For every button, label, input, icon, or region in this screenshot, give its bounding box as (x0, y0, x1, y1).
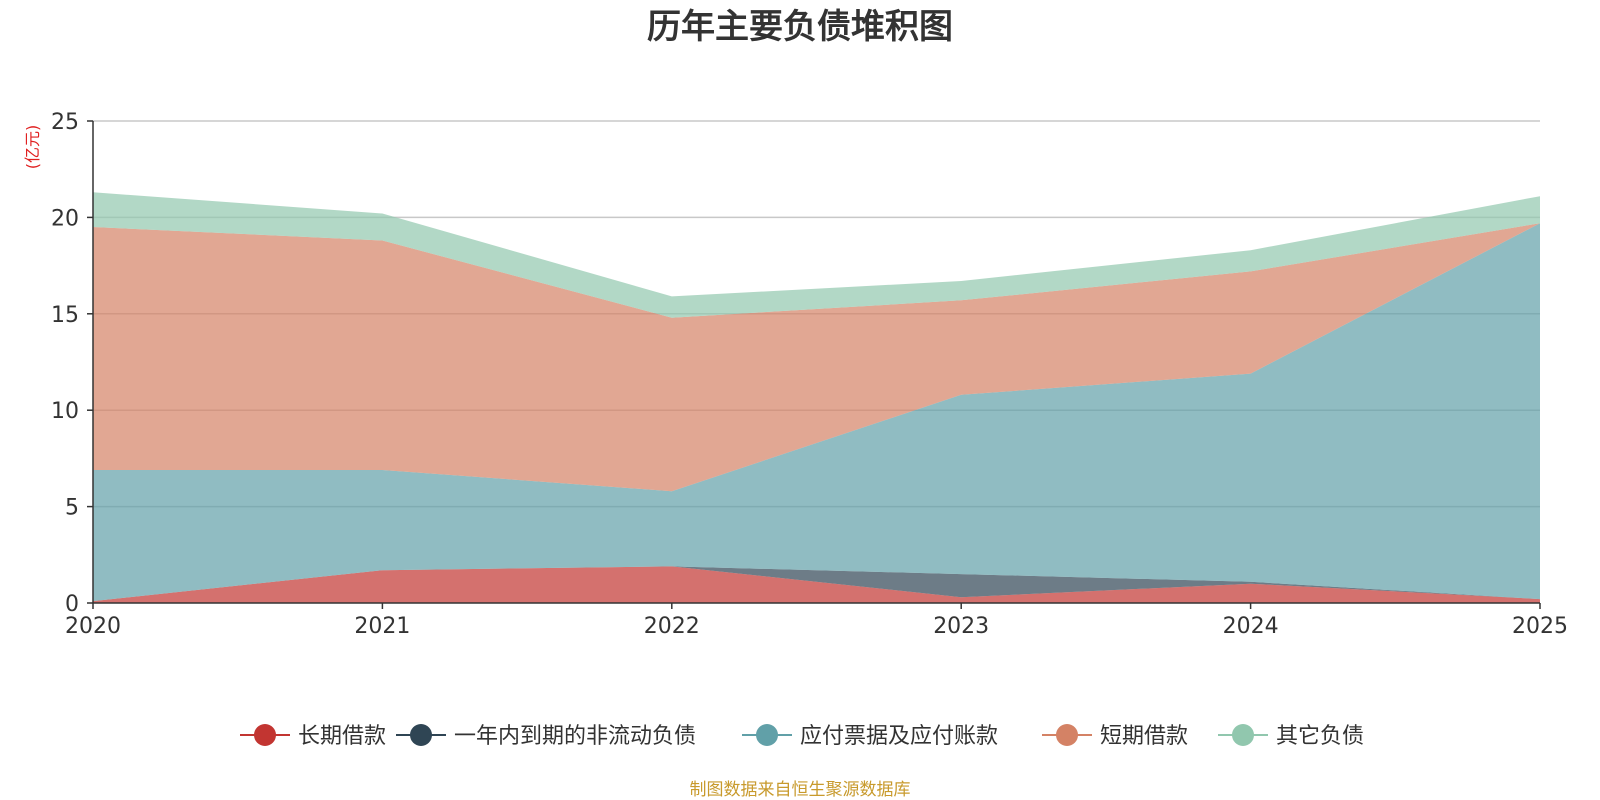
legend-marker-icon (756, 724, 778, 746)
legend-item-4[interactable]: 其它负债 (1218, 724, 1364, 749)
y-tick-label-20: 20 (51, 206, 79, 231)
legend-item-3[interactable]: 短期借款 (1042, 724, 1188, 749)
area-series-4[interactable] (93, 192, 1540, 318)
legend-item-2[interactable]: 应付票据及应付账款 (742, 724, 998, 749)
data-source-note: 制图数据来自恒生聚源数据库 (690, 780, 911, 800)
y-tick-label-15: 15 (51, 303, 79, 328)
legend-label: 短期借款 (1100, 724, 1188, 749)
x-tick-label-2022: 2022 (644, 614, 700, 639)
area-series-2[interactable] (93, 223, 1540, 602)
legend-item-0[interactable]: 长期借款 (240, 724, 386, 749)
legend-item-1[interactable]: 一年内到期的非流动负债 (396, 724, 696, 749)
legend-label: 其它负债 (1276, 724, 1364, 749)
legend-label: 一年内到期的非流动负债 (454, 724, 696, 749)
legend-marker-icon (410, 724, 432, 746)
y-tick-label-5: 5 (65, 496, 79, 521)
legend-marker-icon (1056, 724, 1078, 746)
x-tick-label-2025: 2025 (1512, 614, 1568, 639)
legend[interactable]: 长期借款 一年内到期的非流动负债 应付票据及应付账款 短期借款 其它负债 (240, 724, 1364, 749)
y-tick-label-25: 25 (51, 110, 79, 135)
y-tick-label-0: 0 (65, 592, 79, 617)
y-tick-label-10: 10 (51, 399, 79, 424)
area-series-0[interactable] (93, 566, 1540, 603)
area-series-1[interactable] (93, 566, 1540, 602)
legend-marker-icon (1232, 724, 1254, 746)
chart-title: 历年主要负债堆积图 (647, 7, 953, 47)
x-tick-label-2023: 2023 (933, 614, 989, 639)
x-tick-label-2021: 2021 (354, 614, 410, 639)
x-tick-label-2024: 2024 (1223, 614, 1279, 639)
y-axis-unit-label: (亿元) (23, 125, 42, 170)
x-tick-label-2020: 2020 (65, 614, 121, 639)
legend-label: 应付票据及应付账款 (800, 724, 998, 749)
area-layer (93, 192, 1540, 603)
legend-label: 长期借款 (298, 724, 386, 749)
legend-marker-icon (254, 724, 276, 746)
area-series-3[interactable] (93, 223, 1540, 492)
